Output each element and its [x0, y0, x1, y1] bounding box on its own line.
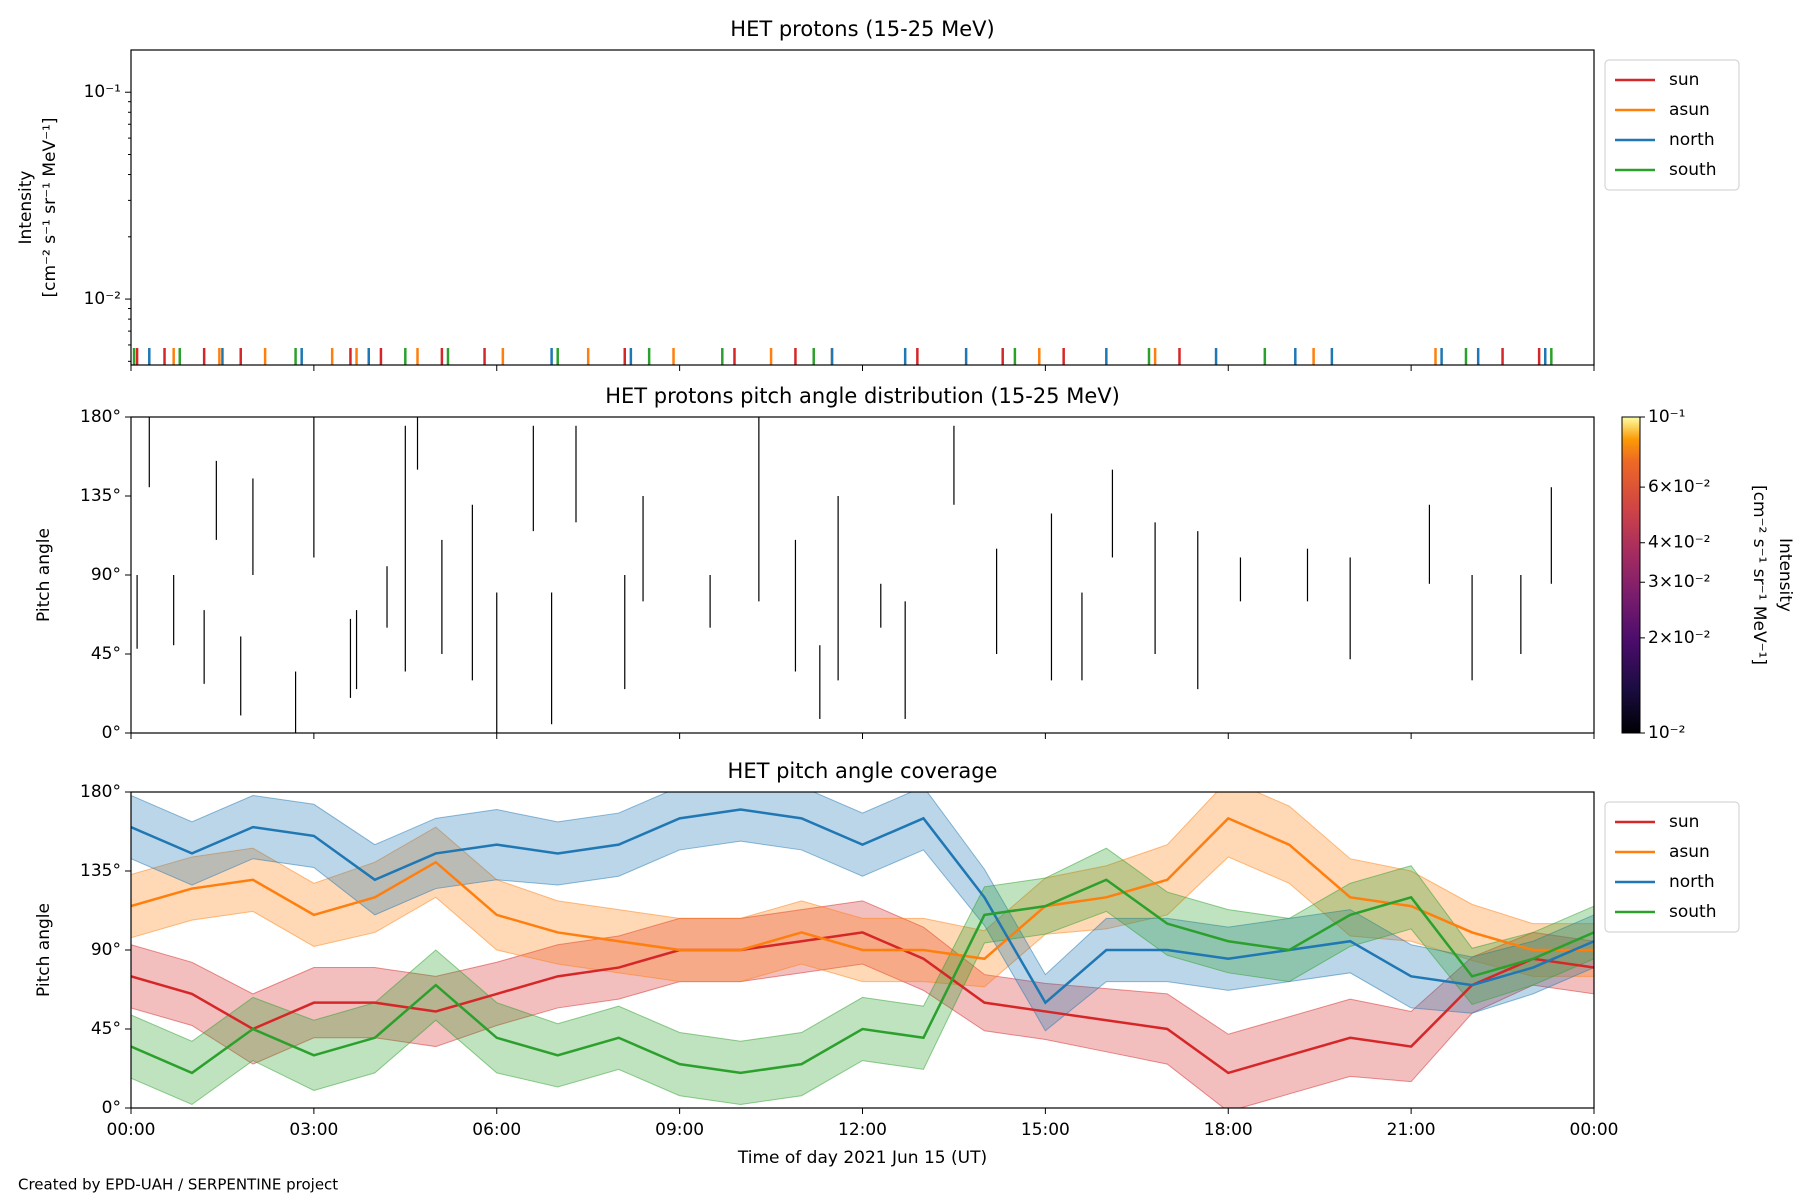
panel-title: HET protons pitch angle distribution (15… [605, 384, 1120, 408]
y-tick-label: 45° [91, 1019, 121, 1039]
coverage-line [131, 931, 1594, 1075]
y-axis-label: Pitch angle [34, 528, 54, 622]
x-tick-label: 15:00 [1021, 1120, 1070, 1140]
colorbar-tick-label: 10⁻² [1648, 723, 1685, 743]
colorbar [1621, 416, 1641, 734]
y-tick-label: 0° [102, 1098, 121, 1118]
y-tick-label: 135° [80, 486, 121, 506]
legend-label: south [1669, 902, 1716, 922]
colorbar-tick-label: 6×10⁻² [1648, 477, 1710, 497]
coverage-band [131, 792, 1594, 1032]
coverage-line [131, 816, 1594, 961]
legend-label: north [1669, 872, 1715, 892]
coverage-band [131, 900, 1594, 1108]
y-axis-label: [cm⁻² s⁻¹ sr⁻¹ MeV⁻¹] [40, 118, 60, 298]
x-tick-label: 00:00 [1570, 1120, 1619, 1140]
y-axis-label: Pitch angle [34, 903, 54, 997]
x-tick-label: 00:00 [107, 1120, 156, 1140]
legend-label: sun [1669, 70, 1699, 90]
coverage-line [131, 878, 1594, 1075]
axes-frame [130, 49, 1595, 366]
y-tick-label: 135° [80, 861, 121, 881]
coverage-line [131, 808, 1594, 1005]
y-tick-label: 180° [80, 407, 121, 427]
legend-box [1604, 801, 1740, 933]
colorbar-label: Intensity [1775, 538, 1795, 612]
legend-label: north [1669, 130, 1715, 150]
coverage-band [131, 847, 1594, 1106]
y-tick-label: 90° [91, 565, 121, 585]
axes-frame [130, 416, 1595, 734]
legend-label: sun [1669, 812, 1699, 832]
footer: Created by EPD-UAH / SERPENTINE project [18, 1176, 338, 1194]
panel-title: HET protons (15-25 MeV) [730, 17, 994, 41]
legend-label: asun [1669, 100, 1710, 120]
x-tick-label: 12:00 [838, 1120, 887, 1140]
colorbar-tick-label: 2×10⁻² [1648, 628, 1710, 648]
plot-area [136, 417, 1552, 733]
legend-box [1604, 59, 1740, 191]
y-tick-label: 10⁻² [84, 289, 121, 309]
coverage-band [131, 792, 1594, 988]
x-tick-label: 03:00 [289, 1120, 338, 1140]
x-axis-label: Time of day 2021 Jun 15 (UT) [737, 1148, 987, 1168]
x-tick-label: 18:00 [1204, 1120, 1253, 1140]
y-tick-label: 45° [91, 644, 121, 664]
colorbar-tick-label: 3×10⁻² [1648, 572, 1710, 592]
plot-area [131, 792, 1594, 1108]
legend-label: south [1669, 160, 1716, 180]
x-tick-label: 21:00 [1387, 1120, 1436, 1140]
axes-frame [130, 791, 1595, 1109]
colorbar-label: [cm⁻² s⁻¹ sr⁻¹ MeV⁻¹] [1749, 485, 1769, 665]
x-tick-label: 06:00 [472, 1120, 521, 1140]
panel-title: HET pitch angle coverage [728, 759, 998, 783]
colorbar-tick-label: 10⁻¹ [1648, 407, 1685, 427]
x-tick-label: 09:00 [655, 1120, 704, 1140]
plot-area [132, 348, 1553, 365]
y-axis-label: Intensity [16, 171, 36, 245]
y-tick-label: 10⁻¹ [84, 82, 121, 102]
y-tick-label: 90° [91, 940, 121, 960]
legend-label: asun [1669, 842, 1710, 862]
y-tick-label: 0° [102, 723, 121, 743]
y-tick-label: 180° [80, 782, 121, 802]
colorbar-tick-label: 4×10⁻² [1648, 533, 1710, 553]
